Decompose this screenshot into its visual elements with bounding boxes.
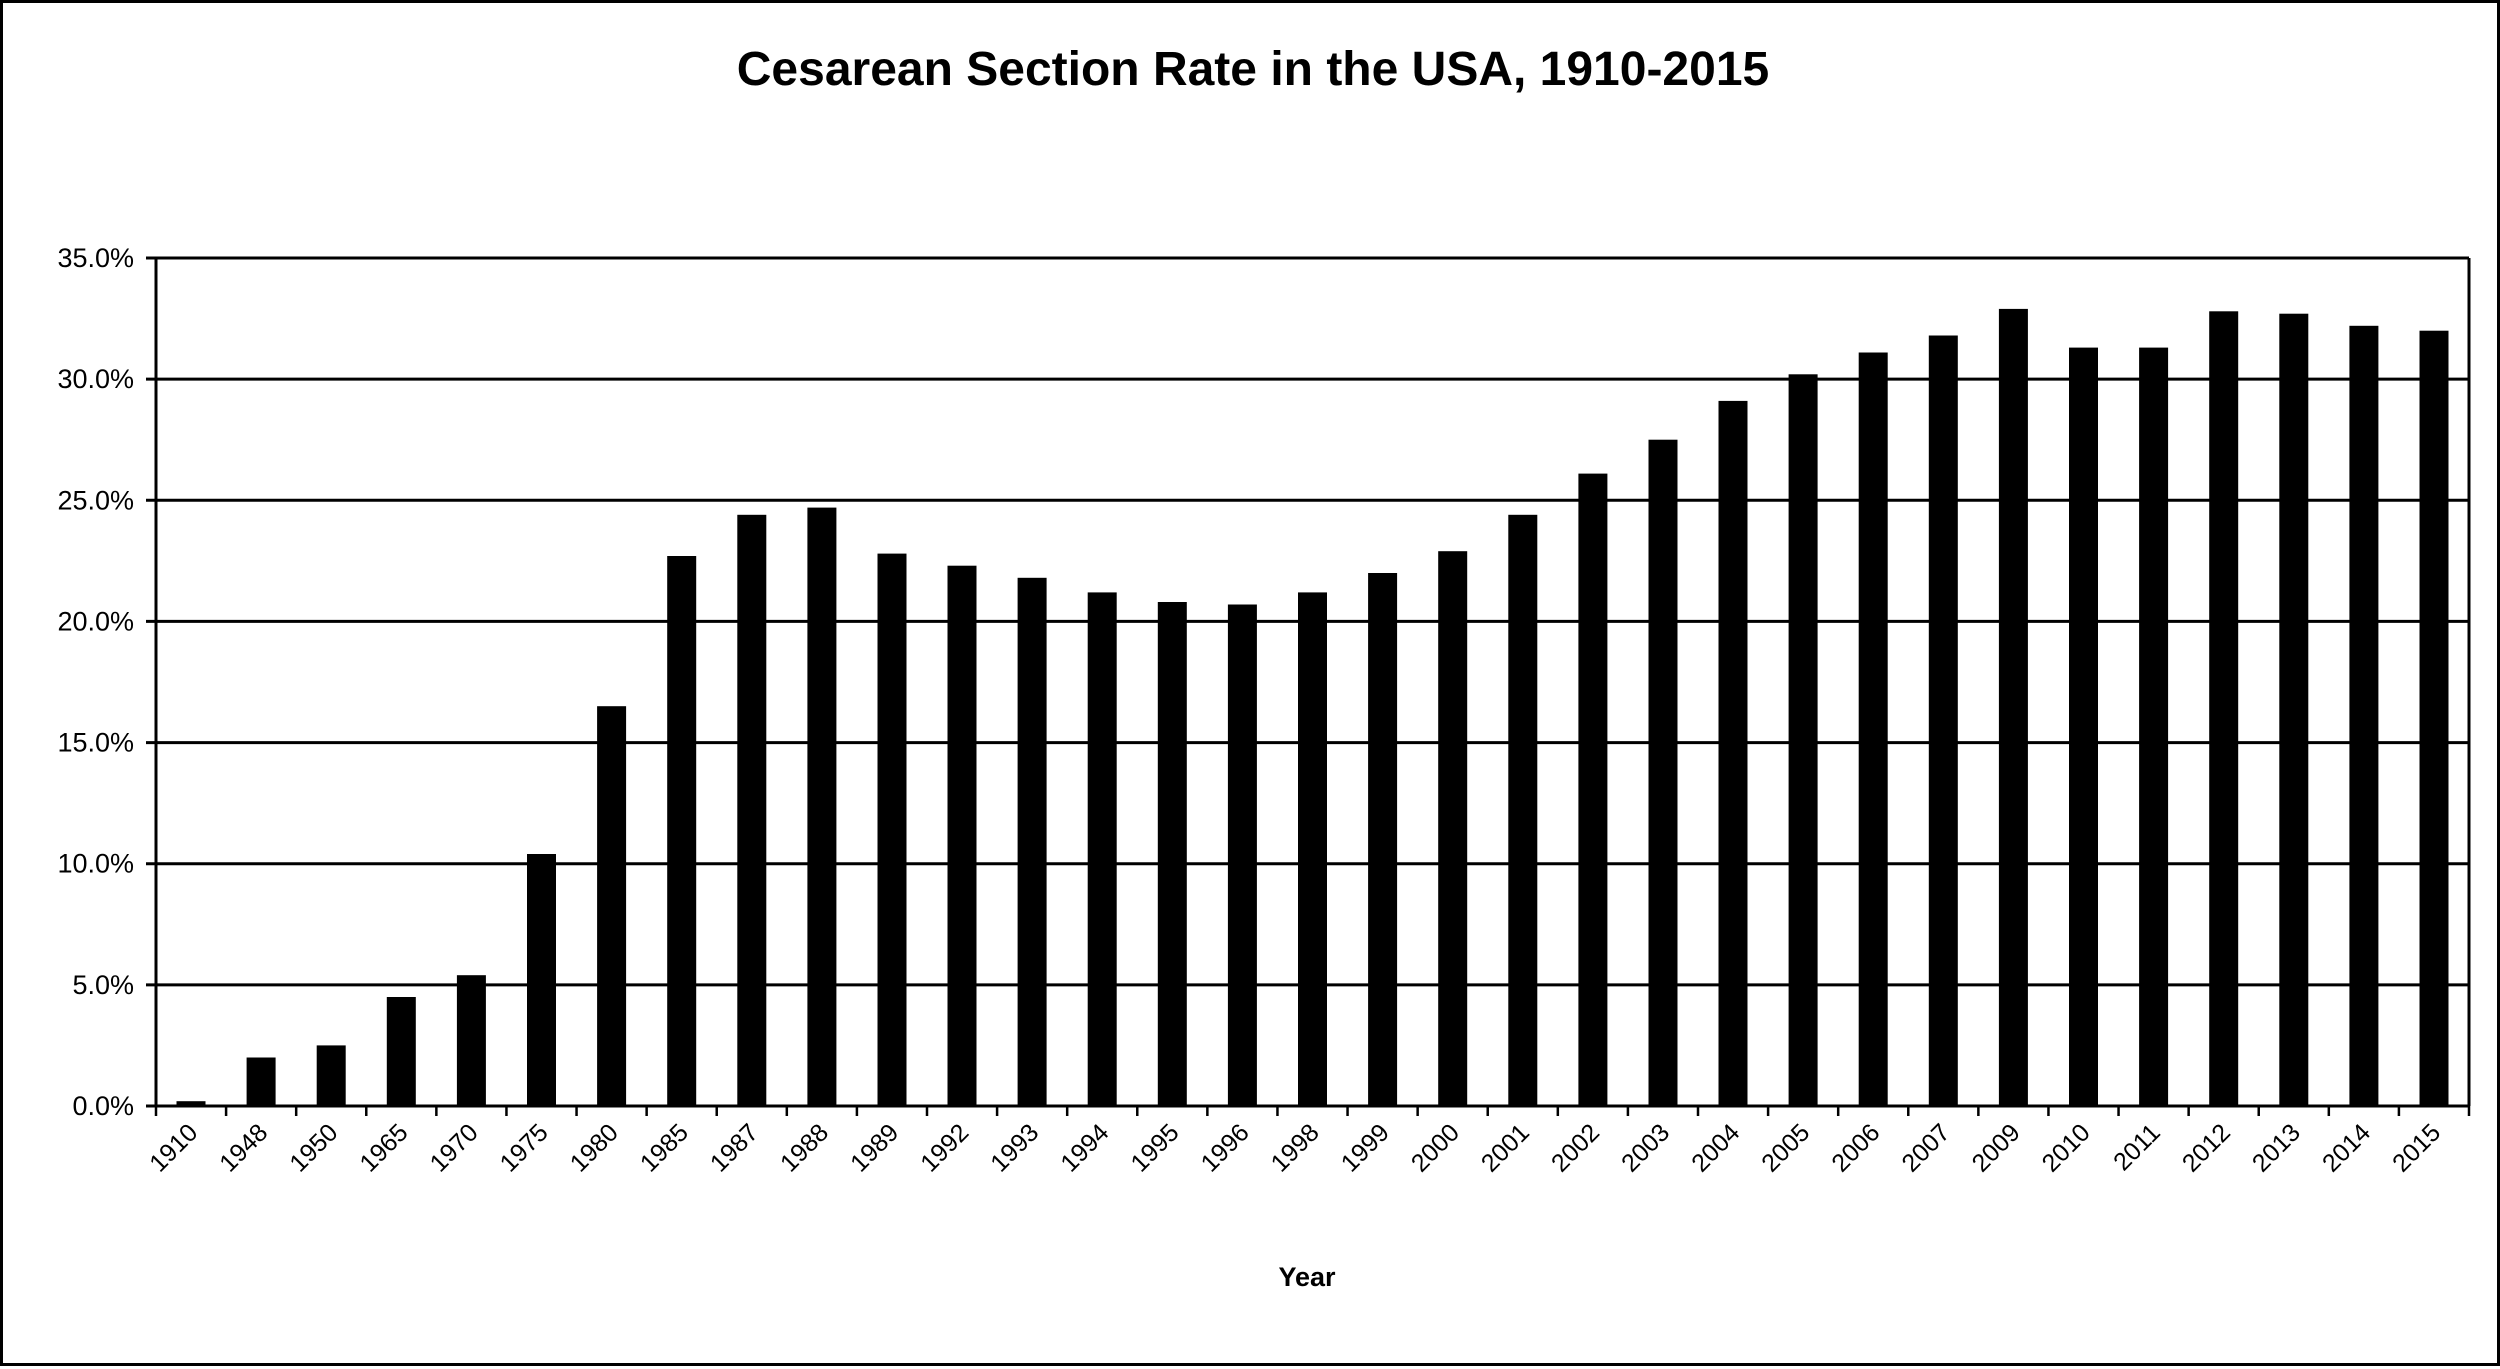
- x-tick-label: 1987: [705, 1118, 764, 1177]
- bar-2006: [1858, 352, 1888, 1106]
- bar-1994: [1087, 592, 1117, 1106]
- x-tick-label: 2014: [2317, 1118, 2376, 1177]
- axes: [154, 258, 2471, 1116]
- x-tick-label: 2015: [2387, 1118, 2446, 1177]
- x-tick-label: 2012: [2177, 1118, 2236, 1177]
- x-tick-label: 2000: [1406, 1118, 1465, 1177]
- x-tick-label: 2007: [1896, 1118, 1955, 1177]
- bar-1975: [527, 854, 556, 1106]
- bar-2009: [1998, 308, 2028, 1106]
- bar-1998: [1298, 592, 1327, 1106]
- bar-2001: [1508, 514, 1538, 1106]
- bar-1996: [1227, 604, 1257, 1106]
- bar-2012: [2209, 311, 2239, 1106]
- x-tick-label: 1989: [845, 1118, 904, 1177]
- x-tick-label: 2005: [1756, 1118, 1815, 1177]
- x-tick-label: 1993: [985, 1118, 1044, 1177]
- x-tick-label: 2001: [1476, 1118, 1535, 1177]
- bar-1995: [1157, 602, 1187, 1106]
- x-tick-label: 2004: [1686, 1118, 1745, 1177]
- x-tick-label: 2006: [1826, 1118, 1885, 1177]
- x-tick-label: 2002: [1546, 1118, 1605, 1177]
- y-tick-label: 25.0%: [57, 485, 134, 515]
- x-tick-label: 2009: [1967, 1118, 2026, 1177]
- bar-1993: [1017, 577, 1047, 1106]
- x-tick-label: 1965: [354, 1118, 413, 1177]
- x-tick-label: 1985: [635, 1118, 694, 1177]
- bar-2010: [2069, 347, 2098, 1107]
- y-tick-label: 5.0%: [72, 970, 134, 1000]
- bar-2005: [1788, 374, 1818, 1106]
- bar-1987: [737, 514, 767, 1106]
- bar-chart: Cesarean Section Rate in the USA, 1910-2…: [57, 43, 2471, 1292]
- bar-2007: [1928, 335, 1958, 1106]
- x-axis-label: Year: [1278, 1262, 1336, 1292]
- x-tick-label: 2011: [2108, 1118, 2166, 1176]
- y-tick-label: 30.0%: [57, 364, 134, 394]
- x-tick-label: 1980: [565, 1118, 624, 1177]
- bar-2003: [1648, 439, 1678, 1106]
- chart-title: Cesarean Section Rate in the USA, 1910-2…: [737, 43, 1769, 96]
- y-tick-labels: 0.0% 5.0% 10.0% 15.0% 20.0% 25.0% 30.0% 35.0%: [57, 243, 134, 1121]
- x-tick-label: 1995: [1125, 1118, 1184, 1177]
- bar-1992: [947, 565, 977, 1106]
- x-tick-label: 2010: [2037, 1118, 2096, 1177]
- x-tick-label: 1994: [1055, 1118, 1114, 1177]
- x-tick-label: 1988: [775, 1118, 834, 1177]
- y-tick-label: 35.0%: [57, 243, 134, 273]
- bar-2002: [1578, 473, 1608, 1107]
- x-tick-label: 1910: [144, 1118, 203, 1177]
- bar-1980: [597, 706, 627, 1106]
- bar-1989: [877, 553, 907, 1106]
- bar-1948: [246, 1057, 276, 1106]
- x-tick-label: 1996: [1196, 1118, 1255, 1177]
- bar-2014: [2349, 325, 2379, 1106]
- bar-2015: [2419, 330, 2449, 1106]
- bar-2004: [1718, 400, 1748, 1106]
- x-tick-label: 1999: [1336, 1118, 1395, 1177]
- bar-1910: [176, 1101, 206, 1106]
- x-tick-label: 1992: [915, 1118, 974, 1177]
- x-tick-label: 2013: [2247, 1118, 2306, 1177]
- x-tick-label: 1950: [284, 1118, 343, 1177]
- x-tick-label: 1998: [1266, 1118, 1325, 1177]
- x-tick-label: 1948: [214, 1118, 273, 1177]
- x-tick-labels: 1910 1948 1950 1965 1970 1975 1980 1985 1987 1988…: [144, 1118, 2446, 1177]
- bar-2000: [1438, 551, 1468, 1106]
- y-tick-label: 15.0%: [57, 728, 134, 758]
- x-tick-label: 1970: [425, 1118, 484, 1177]
- bar-1988: [807, 507, 837, 1107]
- bars: [176, 308, 2449, 1107]
- bar-2011: [2139, 347, 2169, 1107]
- x-tick-label: 2003: [1616, 1118, 1675, 1177]
- bar-1970: [456, 975, 486, 1106]
- bar-1950: [316, 1045, 346, 1106]
- y-tick-label: 20.0%: [57, 606, 134, 636]
- y-tick-label: 0.0%: [72, 1091, 134, 1121]
- x-tick-label: 1975: [495, 1118, 554, 1177]
- y-tick-label: 10.0%: [57, 849, 134, 879]
- bar-1965: [386, 997, 416, 1106]
- bar-1999: [1368, 573, 1398, 1106]
- bar-1985: [667, 556, 697, 1106]
- bar-2013: [2279, 313, 2309, 1106]
